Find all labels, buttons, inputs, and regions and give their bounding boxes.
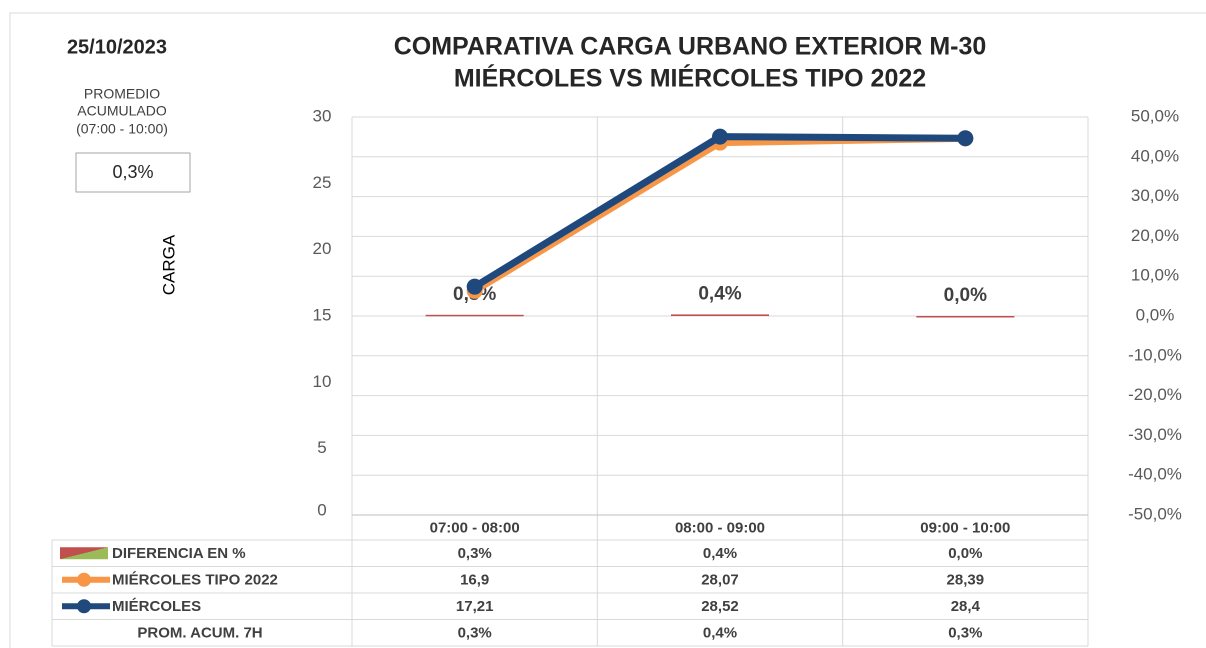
summary-box [75,152,191,193]
line [472,133,966,290]
chart-title: COMPARATIVA CARGA URBANO EXTERIOR M-30 [394,33,987,61]
marker [957,130,974,147]
table-value: 17,21 [456,598,494,615]
frame [9,12,1206,648]
y2-tick-label: 20,0% [1131,226,1179,245]
table-value: 0,0% [948,545,982,562]
y2-tick-label: 30,0% [1131,186,1179,205]
line [472,134,966,294]
y-axis-label: CARGA [159,234,178,295]
date: 25/10/2023 [67,36,167,58]
y2-tick-label: -10,0% [1128,345,1182,364]
legend-label: PROM. ACUM. 7H [137,625,262,642]
y-tick-label: 15 [313,305,332,324]
legend-label: MIÉRCOLES TIPO 2022 [112,572,278,589]
y-tick-label: 20 [313,239,332,258]
y2-tick-label: 40,0% [1131,146,1179,165]
y-tick-label: 5 [317,438,326,457]
bar [916,316,1015,318]
table-value: 0,3% [948,625,982,642]
y-tick-label: 0 [317,500,326,519]
summary-label: PROMEDIO [84,86,160,102]
chart-title: MIÉRCOLES VS MIÉRCOLES TIPO 2022 [454,64,926,93]
marker [466,278,483,295]
summary-label: ACUMULADO [77,103,167,119]
y-tick-label: 10 [313,372,332,391]
table-value: 28,4 [951,598,981,615]
bar [425,314,524,317]
bar [671,314,769,316]
marker [712,128,728,145]
legend-key [77,572,91,587]
table-value: 16,9 [460,572,489,589]
table-value: 0,4% [703,625,737,642]
x-tick-label: 08:00 - 09:00 [675,519,765,536]
legend-label: DIFERENCIA EN % [112,545,246,562]
table-value: 0,3% [458,625,492,642]
table-value: 28,39 [947,572,985,589]
legend-key [60,547,108,560]
y2-tick-label: 0,0% [1136,305,1175,324]
y2-tick-label: -20,0% [1128,385,1182,404]
y-tick-label: 25 [313,173,332,192]
x-tick-label: 07:00 - 08:00 [430,519,520,536]
summary-value: 0,3% [112,162,153,182]
data-label: 0,0% [944,285,987,306]
table-value: 28,52 [701,598,739,615]
table-value: 0,3% [458,545,492,562]
y2-tick-label: -30,0% [1128,425,1182,444]
x-tick-label: 09:00 - 10:00 [920,519,1010,536]
legend-label: MIÉRCOLES [112,598,201,615]
summary-label: (07:00 - 10:00) [76,121,168,137]
y2-tick-label: -50,0% [1128,504,1182,523]
y2-tick-label: -40,0% [1128,465,1182,484]
y2-tick-label: 50,0% [1131,106,1179,125]
y-tick-label: 30 [313,106,332,125]
y2-tick-label: 10,0% [1131,266,1179,285]
data-label: 0,4% [698,283,741,304]
legend-key [77,599,91,614]
table-value: 28,07 [701,572,739,589]
table-value: 0,4% [703,545,737,562]
